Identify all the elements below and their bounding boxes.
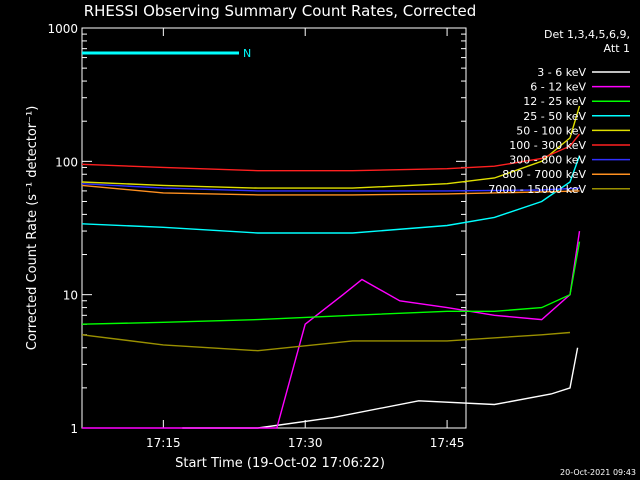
series-line-1	[182, 347, 579, 429]
y-tick-label: 1000	[47, 22, 78, 36]
legend-label: 300 - 800 keV	[509, 154, 586, 167]
series-line-5	[81, 105, 581, 189]
legend-label: 800 - 7000 keV	[502, 168, 586, 181]
flag-label-n: N	[243, 47, 251, 60]
legend-label: 7000 - 15000 keV	[488, 183, 586, 196]
y-tick-label: 10	[63, 289, 78, 303]
y-tick-label: 1	[70, 422, 78, 436]
y-axis-label: Corrected Count Rate (s⁻¹ detector⁻¹)	[25, 106, 40, 351]
series-line-2	[82, 230, 581, 429]
legend-label: 3 - 6 keV	[537, 66, 586, 79]
legend-label: 6 - 12 keV	[530, 81, 586, 94]
x-tick-label: 17:15	[146, 436, 181, 450]
series-line-7	[81, 183, 580, 192]
plot-area: 17:15 17:30 17:45 1 10 100 1000 N	[47, 22, 581, 450]
series-line-6	[81, 133, 581, 172]
legend-header-line-2: Att 1	[604, 42, 630, 55]
legend-label: 25 - 50 keV	[523, 110, 586, 123]
series-line-3	[81, 241, 581, 325]
chart-title: RHESSI Observing Summary Count Rates, Co…	[84, 2, 477, 20]
x-axis-label: Start Time (19-Oct-02 17:06:22)	[175, 456, 385, 471]
series-line-8	[81, 184, 580, 196]
legend-label: 50 - 100 keV	[516, 124, 586, 137]
legend-label: 100 - 300 keV	[509, 139, 586, 152]
generated-timestamp: 20-Oct-2021 09:43	[560, 468, 636, 477]
series-line-9	[81, 331, 571, 352]
legend-header-line-1: Det 1,3,4,5,6,9,	[544, 28, 630, 41]
x-tick-label: 17:45	[430, 436, 465, 450]
legend-label: 12 - 25 keV	[523, 95, 586, 108]
y-tick-label: 100	[55, 155, 78, 169]
x-tick-label: 17:30	[288, 436, 323, 450]
